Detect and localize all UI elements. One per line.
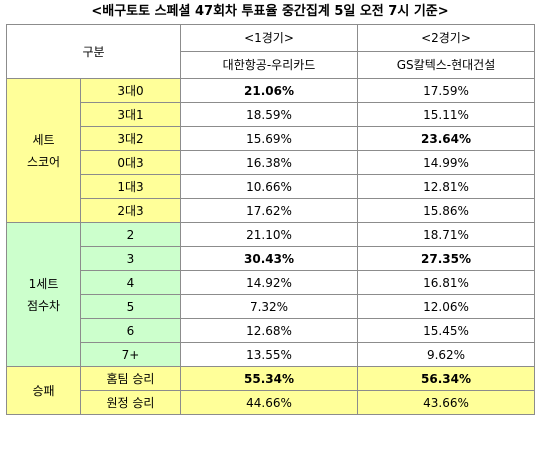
row-label: 5 xyxy=(80,294,181,319)
row-label: 6 xyxy=(80,318,181,343)
game2-value: 15.86% xyxy=(357,198,535,223)
row-label: 2대3 xyxy=(80,198,181,223)
table-row: 5 7.32% 12.06% xyxy=(7,294,535,319)
header-game1-teams: 대한항공-우리카드 xyxy=(180,51,358,79)
page-title: <배구토토 스페셜 47회차 투표율 중간집계 5일 오전 7시 기준> xyxy=(91,4,449,19)
header-row-games: 구분 <1경기> <2경기> xyxy=(6,24,535,79)
game1-value: 10.66% xyxy=(180,174,358,199)
group-label-line2: 점수차 xyxy=(26,298,61,313)
game1-value: 16.38% xyxy=(180,150,358,175)
game2-value: 17.59% xyxy=(357,78,535,103)
group-label-line1: 승패 xyxy=(32,383,55,398)
header-game2-teams: GS칼텍스-현대건설 xyxy=(357,51,535,79)
game1-value: 18.59% xyxy=(180,102,358,127)
group-label-line1: 세트 xyxy=(32,132,55,147)
row-label: 원정 승리 xyxy=(80,390,181,415)
game1-value: 12.68% xyxy=(180,318,358,343)
row-label: 홈팀 승리 xyxy=(80,366,181,391)
table-row: 3대2 15.69% 23.64% xyxy=(7,126,535,151)
table-row: 0대3 16.38% 14.99% xyxy=(7,150,535,175)
game2-value: 18.71% xyxy=(357,222,535,247)
group-label-win-loss: 승패 xyxy=(6,366,81,415)
game1-value: 30.43% xyxy=(180,246,358,271)
table-row: 1세트 점수차 2 21.10% 18.71% xyxy=(6,222,535,367)
row-label: 3대1 xyxy=(80,102,181,127)
group-label-line1: 1세트 xyxy=(28,276,59,291)
header-category: 구분 xyxy=(6,24,181,79)
header-game2: <2경기> xyxy=(357,24,535,52)
row-label: 2 xyxy=(80,222,181,247)
row-label: 0대3 xyxy=(80,150,181,175)
vote-rate-table: 구분 <1경기> <2경기> 대한항공-우리카드 GS칼텍스-현대건설 세트 스… xyxy=(6,24,535,415)
game2-value: 27.35% xyxy=(357,246,535,271)
table-row: 3 30.43% 27.35% xyxy=(7,246,535,271)
group-label-line2: 스코어 xyxy=(26,154,61,169)
table-row: 1대3 10.66% 12.81% xyxy=(7,174,535,199)
game2-value: 12.81% xyxy=(357,174,535,199)
header-game1: <1경기> xyxy=(180,24,358,52)
table-row: 2대3 17.62% 15.86% xyxy=(7,198,535,223)
row-label: 4 xyxy=(80,270,181,295)
game2-value: 12.06% xyxy=(357,294,535,319)
row-label: 7+ xyxy=(80,342,181,367)
game1-value: 14.92% xyxy=(180,270,358,295)
game1-value: 7.32% xyxy=(180,294,358,319)
game1-value: 44.66% xyxy=(180,390,358,415)
game1-value: 21.06% xyxy=(180,78,358,103)
game1-value: 55.34% xyxy=(180,366,358,391)
game1-value: 15.69% xyxy=(180,126,358,151)
table-row: 세트 스코어 3대0 21.06% 17.59% xyxy=(6,78,535,223)
table-row: 승패 홈팀 승리 55.34% 56.34% xyxy=(6,366,535,415)
group-label-set-score: 세트 스코어 xyxy=(6,78,81,223)
row-label: 1대3 xyxy=(80,174,181,199)
group-label-point-diff: 1세트 점수차 xyxy=(6,222,81,367)
table-row: 4 14.92% 16.81% xyxy=(7,270,535,295)
row-label: 3 xyxy=(80,246,181,271)
game1-value: 21.10% xyxy=(180,222,358,247)
game1-value: 17.62% xyxy=(180,198,358,223)
game2-value: 15.11% xyxy=(357,102,535,127)
game2-value: 14.99% xyxy=(357,150,535,175)
table-row: 6 12.68% 15.45% xyxy=(7,318,535,343)
table-row: 3대1 18.59% 15.11% xyxy=(7,102,535,127)
game2-value: 56.34% xyxy=(357,366,535,391)
game2-value: 9.62% xyxy=(357,342,535,367)
row-label: 3대0 xyxy=(80,78,181,103)
game1-value: 13.55% xyxy=(180,342,358,367)
game2-value: 15.45% xyxy=(357,318,535,343)
row-label: 3대2 xyxy=(80,126,181,151)
game2-value: 43.66% xyxy=(357,390,535,415)
header-row-teams: 대한항공-우리카드 GS칼텍스-현대건설 xyxy=(7,51,535,79)
table-row: 원정 승리 44.66% 43.66% xyxy=(7,390,535,415)
game2-value: 23.64% xyxy=(357,126,535,151)
table-row: 7+ 13.55% 9.62% xyxy=(7,342,535,367)
game2-value: 16.81% xyxy=(357,270,535,295)
